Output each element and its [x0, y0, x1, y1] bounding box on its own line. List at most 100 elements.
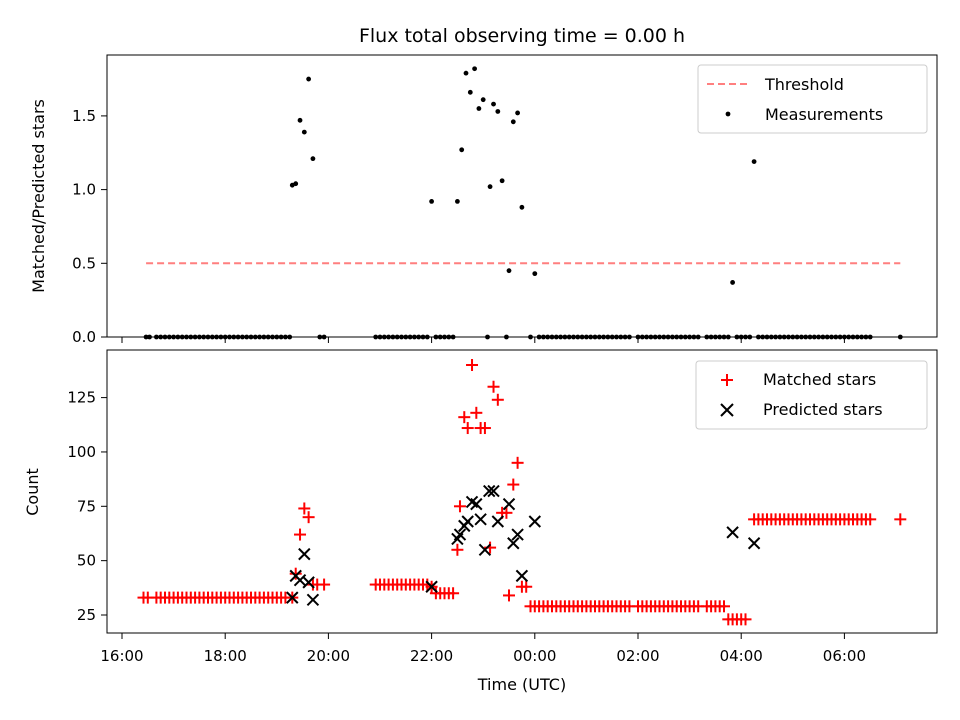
- matched-star-point: [520, 580, 533, 593]
- matched-star-point: [894, 513, 907, 526]
- predicted-legend-marker: [720, 403, 734, 417]
- predicted-star-point: [507, 537, 520, 550]
- measurement-point: [499, 178, 505, 184]
- measurement-point: [306, 76, 312, 82]
- top-legend: Threshold Measurements: [697, 64, 928, 134]
- predicted-star-point: [298, 547, 311, 561]
- matched-star-point: [511, 456, 524, 469]
- matched-star-point: [461, 422, 474, 435]
- x-tick-label: 00:00: [513, 647, 556, 665]
- measurements-legend-dot: [725, 111, 731, 117]
- measurement-point: [480, 97, 486, 103]
- predicted-star-point: [511, 528, 524, 541]
- predicted-star-point: [453, 528, 467, 541]
- predicted-star-point: [487, 484, 500, 498]
- matched-star-point: [470, 406, 483, 419]
- matched-star-point: [466, 358, 479, 371]
- x-tick-label: 16:00: [100, 647, 143, 665]
- measurement-point: [751, 159, 757, 164]
- legend-threshold-label: Threshold: [764, 75, 844, 94]
- matched-legend-marker: [721, 374, 733, 386]
- measurement-point: [519, 204, 525, 210]
- x-tick-label: 02:00: [616, 647, 659, 665]
- x-axis-label: Time (UTC): [477, 675, 566, 694]
- panel-ratio: Flux total observing time = 0.00 h Match…: [29, 25, 938, 346]
- measurement-point: [495, 109, 501, 114]
- matched-star-point: [451, 543, 464, 556]
- top-plot-area: 0.0 0.5 1.0 1.5: [72, 107, 845, 346]
- predicted-star-point: [726, 526, 739, 539]
- measurement-point: [459, 147, 465, 153]
- bottom-y-tick-label: 75: [77, 497, 96, 515]
- matched-star-point: [503, 589, 515, 602]
- bottom-y-tick-label: 25: [77, 606, 96, 624]
- matched-star-point: [294, 528, 307, 541]
- measurement-point: [455, 198, 460, 204]
- matched-star-point: [458, 411, 471, 424]
- measurement-point: [301, 129, 307, 135]
- top-y-tick-label: 0.5: [72, 254, 96, 272]
- top-legend-box: [697, 64, 928, 134]
- legend-measurements-label: Measurements: [765, 105, 883, 124]
- matched-star-point: [478, 422, 491, 435]
- matched-star-point: [507, 478, 520, 491]
- chart-title: Flux total observing time = 0.00 h: [359, 25, 685, 47]
- top-axes-frame: [106, 54, 938, 338]
- measurement-point: [297, 117, 303, 123]
- top-y-tick-label: 1.5: [72, 107, 96, 125]
- measurement-point: [730, 280, 735, 285]
- matched-star-point: [487, 380, 500, 393]
- predicted-star-point: [528, 515, 542, 528]
- predicted-star-point: [286, 591, 299, 604]
- predicted-star-point: [302, 576, 315, 589]
- bottom-y-axis-label: Count: [23, 468, 42, 516]
- predicted-star-point: [502, 497, 516, 511]
- top-y-tick-label: 1.0: [72, 181, 96, 199]
- x-tick-label: 20:00: [307, 647, 350, 665]
- measurement-point: [293, 181, 299, 187]
- measurement-point: [515, 110, 520, 116]
- matched-star-point: [298, 502, 311, 515]
- measurement-point: [491, 101, 496, 107]
- measurement-point: [467, 89, 473, 95]
- x-tick-label: 04:00: [720, 647, 763, 665]
- predicted-star-point: [470, 497, 483, 511]
- matched-star-point: [500, 506, 513, 519]
- top-y-axis-label: Matched/Predicted stars: [29, 99, 48, 293]
- matched-star-point: [447, 587, 460, 600]
- matched-star-point: [491, 393, 504, 406]
- predicted-star-point: [306, 593, 320, 606]
- bottom-y-tick-label: 125: [67, 389, 96, 407]
- predicted-star-point: [425, 580, 438, 593]
- x-tick-label: 22:00: [410, 647, 453, 665]
- bottom-y-tick-label: 100: [67, 443, 96, 461]
- predicted-star-point: [515, 569, 529, 583]
- bottom-axes-frame: [106, 349, 938, 634]
- measurement-point: [487, 184, 493, 190]
- measurement-point: [476, 106, 482, 111]
- measurement-point: [510, 119, 516, 125]
- matched-star-point: [739, 613, 752, 626]
- predicted-star-point: [474, 513, 487, 526]
- bottom-y-tick-label: 50: [77, 552, 96, 570]
- x-tick-label: 18:00: [204, 647, 247, 665]
- matched-star-point: [289, 567, 302, 580]
- matched-star-point: [318, 578, 331, 591]
- predicted-star-point: [461, 515, 474, 528]
- matched-star-point: [864, 513, 877, 526]
- bottom-legend-box: [695, 360, 928, 430]
- measurement-point: [310, 156, 316, 162]
- bottom-legend: Matched stars Predicted stars: [695, 360, 928, 430]
- measurement-point: [532, 271, 538, 277]
- x-tick-label: 06:00: [823, 647, 866, 665]
- measurement-point: [463, 70, 469, 76]
- legend-predicted-label: Predicted stars: [763, 400, 883, 419]
- predicted-star-point: [478, 543, 492, 556]
- measurement-point: [429, 198, 434, 204]
- bottom-plot-area: 25 50 75 100 125 16:00 18:00 20:00 22:00 00:00 02:…: [67, 389, 866, 665]
- matched-star-point: [718, 600, 730, 613]
- matched-star-point: [453, 500, 466, 513]
- measurement-point: [472, 66, 477, 72]
- top-y-tick-label: 0.0: [72, 328, 96, 346]
